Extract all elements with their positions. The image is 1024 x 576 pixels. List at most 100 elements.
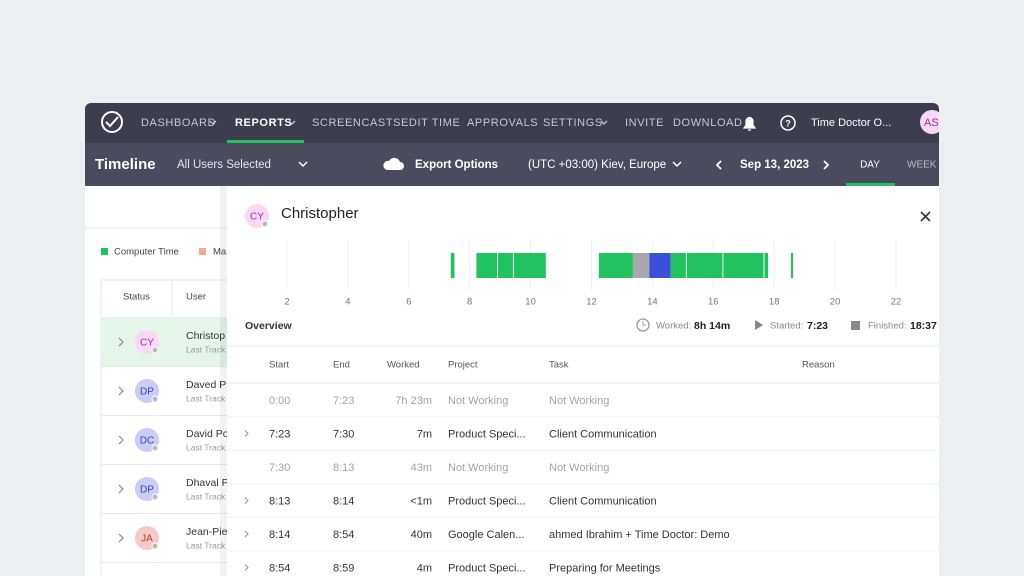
x-tick-label: 2 xyxy=(284,297,289,308)
nav-item[interactable]: DOWNLOAD xyxy=(673,117,743,129)
clock-icon xyxy=(636,318,650,332)
next-date[interactable] xyxy=(823,160,830,170)
account-name[interactable]: Time Doctor O... xyxy=(811,117,891,129)
view-week[interactable]: WEEK xyxy=(907,160,937,171)
activity-segment[interactable] xyxy=(632,253,650,278)
nav-item[interactable]: DASHBOARD xyxy=(141,117,216,129)
active-view-indicator xyxy=(846,183,895,186)
table-header: End xyxy=(333,360,350,371)
user-name[interactable]: Christop xyxy=(186,330,225,342)
table-header: Task xyxy=(549,360,569,371)
chevron xyxy=(288,120,296,125)
table-cell: 8:54 xyxy=(269,562,290,574)
export-button[interactable]: Export Options xyxy=(415,159,498,171)
help-icon[interactable]: ? xyxy=(780,115,796,131)
avatar-initials: DP xyxy=(140,387,154,398)
table-cell: Not Working xyxy=(549,462,609,474)
toolbar-title: Timeline xyxy=(95,156,156,173)
table-header: Project xyxy=(448,360,478,371)
avatar-initials: CY xyxy=(250,212,264,223)
x-tick-label: 6 xyxy=(406,297,411,308)
avatar-initials: DP xyxy=(140,485,154,496)
activity-segment[interactable] xyxy=(598,253,633,278)
close-button[interactable] xyxy=(920,211,931,222)
table-cell: Google Calen... xyxy=(448,529,524,541)
avatar-initials: CY xyxy=(140,338,154,349)
activity-segment[interactable] xyxy=(649,253,671,278)
avatar-initials: JA xyxy=(141,534,153,545)
activity-segment[interactable] xyxy=(513,253,546,278)
status-dot xyxy=(151,444,159,452)
table-cell: Not Working xyxy=(448,395,508,407)
x-tick-label: 20 xyxy=(830,297,841,308)
prev-date[interactable] xyxy=(715,160,722,170)
table-cell: Product Speci... xyxy=(448,562,526,574)
user-select[interactable]: All Users Selected xyxy=(177,159,271,171)
avatar-initials: DC xyxy=(140,436,154,447)
user-name[interactable]: Daved P xyxy=(186,379,226,391)
nav-item[interactable]: SETTINGS xyxy=(543,117,603,129)
table-cell: Client Communication xyxy=(549,495,657,507)
bell-icon[interactable] xyxy=(742,116,757,131)
table-cell: 7h 23m xyxy=(395,395,432,407)
view-day[interactable]: DAY xyxy=(860,160,880,171)
table-cell: Product Speci... xyxy=(448,428,526,440)
logo xyxy=(101,111,123,133)
expand-chevron[interactable] xyxy=(244,430,249,437)
table-cell: Preparing for Meetings xyxy=(549,562,661,574)
x-tick-label: 4 xyxy=(345,297,350,308)
account-avatar[interactable] xyxy=(920,110,939,134)
expand-chevron[interactable] xyxy=(244,564,249,571)
expand-chevron[interactable] xyxy=(244,497,249,504)
legend-swatch xyxy=(101,248,108,255)
activity-segment[interactable] xyxy=(670,253,686,278)
nav-item[interactable]: SCREENCASTS xyxy=(312,117,401,129)
activity-segment[interactable] xyxy=(723,253,764,278)
activity-segment[interactable] xyxy=(686,253,723,278)
x-tick-label: 18 xyxy=(769,297,780,308)
table-header: Start xyxy=(269,360,289,371)
status-dot xyxy=(151,542,159,550)
cloud-icon[interactable] xyxy=(383,157,404,170)
x-tick-label: 12 xyxy=(586,297,597,308)
play-icon xyxy=(755,320,763,330)
user-name[interactable]: Jean-Pie xyxy=(186,526,228,538)
nav-item[interactable]: REPORTS xyxy=(235,117,292,129)
activity-segment[interactable] xyxy=(790,253,794,278)
chevron xyxy=(298,161,308,168)
expand-chevron[interactable] xyxy=(118,337,124,347)
toolbar xyxy=(85,143,939,186)
user-subtitle: Last Track xyxy=(186,491,226,501)
nav-item[interactable]: INVITE xyxy=(625,117,664,129)
x-tick-label: 14 xyxy=(647,297,658,308)
user-name[interactable]: Dhaval P xyxy=(186,477,229,489)
expand-chevron[interactable] xyxy=(118,435,124,445)
nav-bar xyxy=(85,103,939,143)
table-cell: 40m xyxy=(411,529,432,541)
table-cell: 8:14 xyxy=(333,495,354,507)
activity-segment[interactable] xyxy=(476,253,498,278)
x-tick-label: 22 xyxy=(891,297,902,308)
table-cell: 7:30 xyxy=(269,462,290,474)
table-cell: 8:13 xyxy=(269,495,290,507)
timezone-select[interactable]: (UTC +03:00) Kiev, Europe xyxy=(528,159,666,171)
chevron xyxy=(600,120,608,125)
activity-segment[interactable] xyxy=(498,253,513,278)
finished-value: 18:37 xyxy=(910,320,937,332)
table-cell: ahmed Ibrahim + Time Doctor: Demo xyxy=(549,529,730,541)
activity-segment[interactable] xyxy=(450,253,455,278)
expand-chevron[interactable] xyxy=(244,530,249,538)
activity-segment[interactable] xyxy=(764,253,769,278)
table-cell: Client Communication xyxy=(549,428,657,440)
table-header: User xyxy=(186,292,206,303)
table-cell: 0:00 xyxy=(269,395,290,407)
status-dot xyxy=(151,395,159,403)
expand-chevron[interactable] xyxy=(118,533,124,543)
date: Sep 13, 2023 xyxy=(740,159,809,171)
nav-item[interactable]: EDIT TIME xyxy=(401,117,460,129)
expand-chevron[interactable] xyxy=(118,484,124,494)
user-name[interactable]: David Po xyxy=(186,428,229,440)
expand-chevron[interactable] xyxy=(118,386,124,396)
nav-item[interactable]: APPROVALS xyxy=(467,117,538,129)
table-cell: Product Speci... xyxy=(448,495,526,507)
